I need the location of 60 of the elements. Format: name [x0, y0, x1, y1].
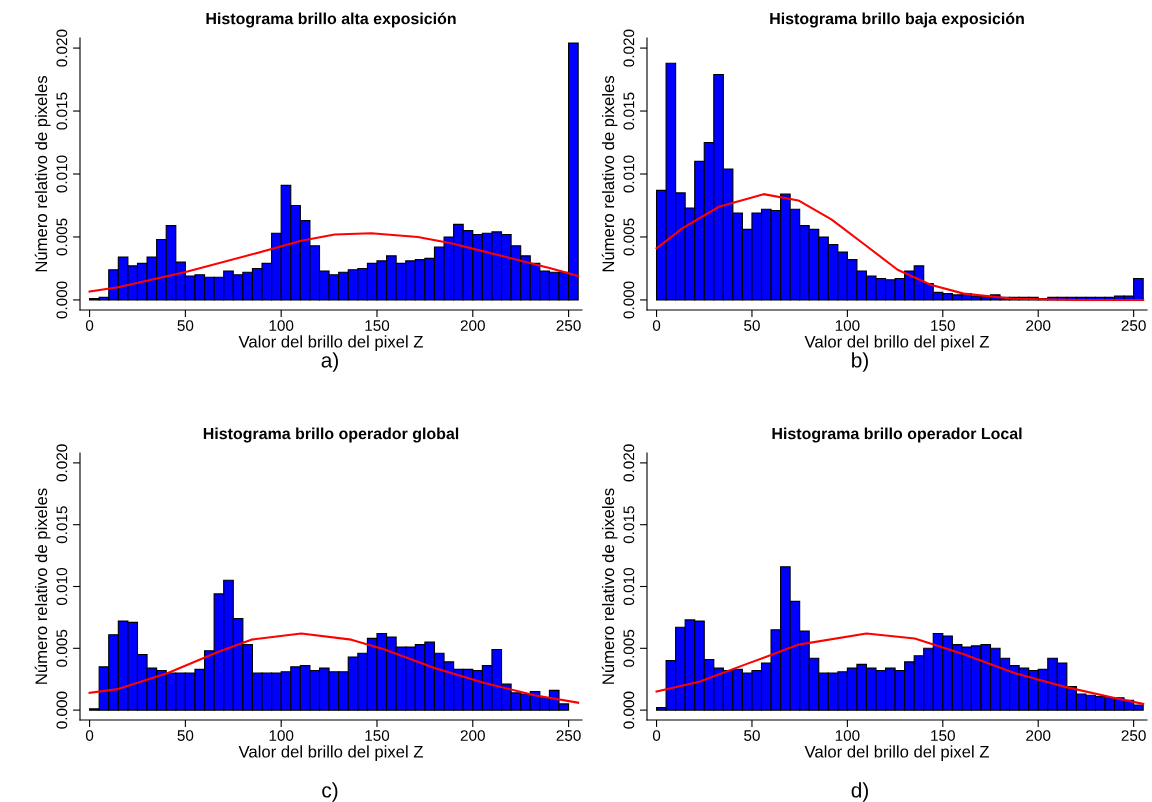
text: a): [321, 352, 338, 372]
x-axis-title: Valor del brillo del pixel Z: [804, 335, 989, 351]
x-tick-label: 50: [744, 320, 760, 331]
x-tick-label: 200: [460, 320, 485, 331]
y-tick-label: 0.020: [56, 29, 68, 67]
x-tick-label: 200: [1026, 730, 1051, 741]
text: c): [322, 782, 338, 802]
x-tick-label: 150: [931, 320, 955, 331]
x-tick-label: 100: [269, 730, 294, 741]
y-tick-label: 0.000: [56, 691, 68, 729]
y-axis-title: Número relativo de pixeles: [34, 75, 51, 272]
x-tick-label: 150: [931, 730, 955, 741]
text: b): [852, 352, 868, 372]
y-tick-label: 0.010: [623, 155, 635, 193]
chart-title: Histograma brillo alta exposición: [206, 12, 456, 28]
x-tick-label: 100: [269, 320, 294, 331]
y-tick-label: 0.015: [623, 506, 635, 544]
x-tick-label: 0: [85, 730, 94, 741]
y-tick-label: 0.010: [56, 567, 68, 606]
y-axis-title: Número relativo de pixeles: [34, 488, 51, 684]
x-axis-title: Valor del brillo del pixel Z: [238, 335, 423, 351]
x-tick-label: 100: [835, 730, 860, 741]
y-tick-label: 0.015: [56, 92, 68, 130]
x-tick-label: 0: [652, 730, 661, 741]
y-tick-label: 0.005: [56, 218, 68, 256]
x-tick-label: 0: [652, 320, 661, 331]
x-tick-label: 250: [556, 730, 581, 741]
x-tick-label: 50: [177, 730, 194, 741]
x-tick-label: 250: [556, 320, 581, 331]
y-tick-label: 0.020: [56, 444, 68, 482]
y-tick-label: 0.000: [623, 281, 635, 319]
y-tick-label: 0.000: [623, 691, 635, 729]
y-tick-label: 0.020: [623, 29, 635, 67]
y-tick-label: 0.015: [56, 506, 68, 544]
y-tick-label: 0.010: [623, 567, 635, 606]
y-tick-label: 0.015: [623, 92, 635, 130]
x-tick-label: 150: [365, 320, 390, 331]
x-tick-label: 150: [365, 730, 390, 741]
x-tick-label: 50: [744, 730, 760, 741]
y-tick-label: 0.000: [56, 281, 68, 319]
y-tick-label: 0.005: [623, 629, 635, 667]
chart-title: Histograma brillo baja exposición: [770, 12, 1024, 28]
y-axis-title: Número relativo de pixeles: [601, 488, 618, 684]
y-axis-title: Número relativo de pixeles: [601, 75, 618, 272]
y-tick-label: 0.010: [56, 155, 68, 193]
x-axis-title: Valor del brillo del pixel Z: [238, 745, 423, 761]
chart-title: Histograma brillo operador global: [203, 427, 459, 443]
y-tick-label: 0.005: [623, 218, 635, 256]
x-tick-label: 0: [85, 320, 94, 331]
y-tick-label: 0.005: [56, 629, 68, 667]
x-axis-title: Valor del brillo del pixel Z: [804, 745, 989, 761]
x-tick-label: 250: [1121, 730, 1146, 741]
x-tick-label: 100: [835, 320, 860, 331]
x-tick-label: 200: [460, 730, 485, 741]
x-tick-label: 50: [177, 320, 194, 331]
y-tick-label: 0.020: [623, 444, 635, 482]
x-tick-label: 250: [1121, 320, 1146, 331]
x-tick-label: 200: [1026, 320, 1051, 331]
text: d): [851, 782, 868, 802]
chart-title: Histograma brillo operador Local: [772, 427, 1022, 443]
